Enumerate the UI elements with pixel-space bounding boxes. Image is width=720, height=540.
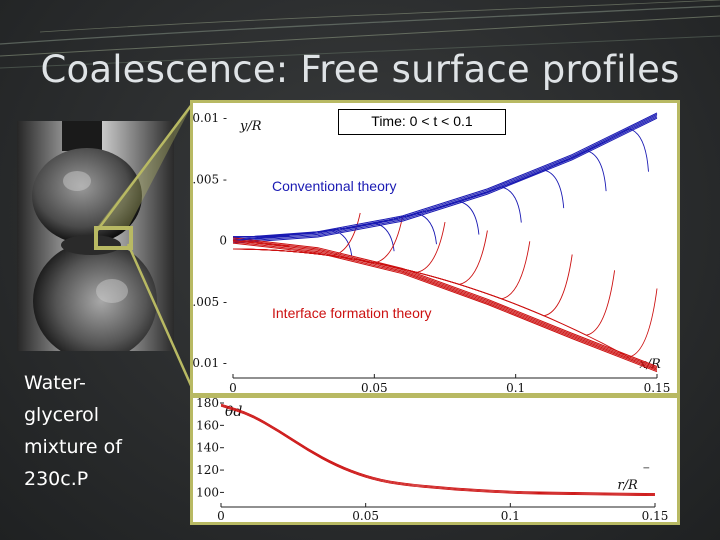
- y-tick-label: 160: [196, 418, 219, 432]
- time-label: Time: 0 < t < 0.1: [338, 109, 506, 135]
- figure-frame: [190, 100, 680, 525]
- x-tick-label: 0: [217, 509, 225, 522]
- y-tick-label: 0.01 -: [193, 111, 227, 125]
- y-tick-label: 0.005 -: [193, 172, 227, 186]
- droplet-photo: [17, 121, 174, 351]
- interface-formation-label: Interface formation theory: [272, 305, 432, 321]
- x-axis-label: r/R: [617, 478, 638, 493]
- contact-angle-line: [220, 403, 656, 495]
- y-tick-label: 140: [196, 441, 219, 455]
- x-tick-label: 0.15: [642, 509, 669, 522]
- interface-envelope-line: [232, 238, 658, 369]
- caption-line: glycerol: [24, 404, 100, 426]
- x-tick-label: 0: [229, 381, 237, 395]
- y-axis-label: y/R: [239, 119, 262, 134]
- y-tick-label: 180: [196, 396, 219, 410]
- conventional-neck-line: [232, 235, 290, 242]
- interface-profile-line: [232, 248, 616, 336]
- plot-separator: [193, 393, 677, 398]
- x-tick-label: 0.1: [501, 509, 520, 522]
- conventional-theory-label: Conventional theory: [272, 178, 397, 194]
- x-tick-label: 0.1: [506, 381, 525, 395]
- figure-plots: 0.01 - 0.005 - 0 -0.005 - -0.01 - y/R 0 0.05 0.1…: [193, 111, 670, 522]
- y-tick-label: -0.01 -: [193, 356, 227, 370]
- x-tick-label: 0.05: [352, 509, 379, 522]
- interface-profile-line: [232, 248, 658, 358]
- caption: Water- glycerol mixture of 230c.P: [24, 367, 122, 495]
- y-tick-label: -0.005 -: [193, 295, 227, 309]
- profile-plot: 0.01 - 0.005 - 0 -0.005 - -0.01 - y/R 0 0.05 0.1…: [193, 111, 670, 395]
- contact-angle-line: [220, 404, 656, 496]
- conventional-envelope-line: [232, 112, 658, 239]
- interface-envelope-line: [232, 241, 658, 371]
- y-tick-label: 120: [196, 463, 219, 477]
- x-tick-label: 0.05: [361, 381, 388, 395]
- interface-envelope-line: [232, 237, 658, 367]
- y-tick-label: 100: [196, 485, 219, 499]
- interface-neck-line: [232, 239, 290, 248]
- slide-title: Coalescence: Free surface profiles: [40, 48, 680, 91]
- conventional-envelope-line: [232, 113, 658, 240]
- contact-angle-line: [220, 405, 656, 497]
- x-tick-label: 0.15: [644, 381, 671, 395]
- conventional-envelope-line: [232, 115, 658, 241]
- caption-line: 230c.P: [24, 468, 89, 490]
- interface-envelope-line: [232, 240, 658, 370]
- caption-line: mixture of: [24, 436, 122, 458]
- caption-line: Water-: [24, 372, 86, 394]
- y-tick-label: 0: [219, 234, 227, 248]
- conventional-envelope-line: [232, 117, 658, 244]
- decorative-swooshes: [0, 0, 720, 69]
- interface-profile-line: [233, 241, 531, 300]
- conventional-envelope-line: [232, 116, 658, 243]
- interface-envelope-line: [232, 242, 658, 373]
